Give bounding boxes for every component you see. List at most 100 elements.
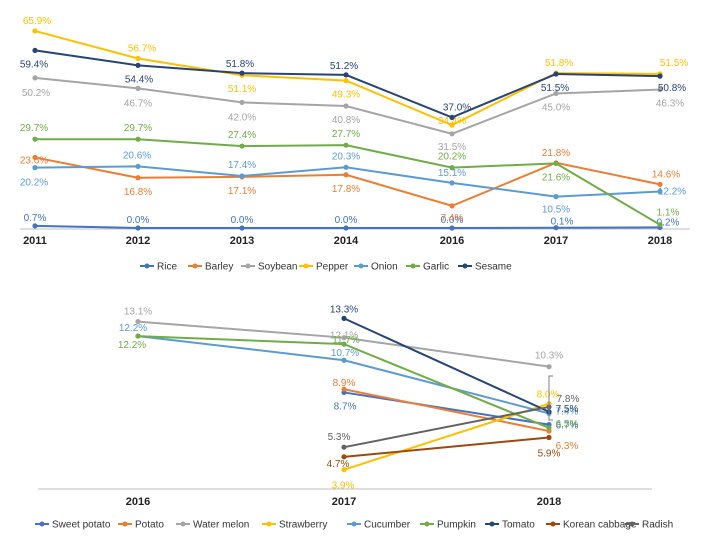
data-point-onion bbox=[239, 173, 245, 179]
data-label-barley: 17.1% bbox=[228, 186, 256, 197]
data-label-pumpkin: 11.7% bbox=[332, 335, 360, 346]
data-point-potato bbox=[341, 386, 347, 392]
data-label-pepper: 56.7% bbox=[128, 43, 156, 54]
series-line-korean-cabbage bbox=[343, 436, 550, 458]
data-point-radish bbox=[341, 444, 347, 450]
data-point-onion bbox=[553, 194, 559, 200]
data-point-sesame bbox=[239, 70, 245, 76]
data-label-barley: 21.8% bbox=[542, 148, 570, 159]
data-label-pepper: 65.9% bbox=[23, 16, 51, 27]
data-point-water-melon bbox=[341, 335, 347, 341]
x-tick-label: 2011 bbox=[23, 235, 47, 247]
data-point-sesame bbox=[553, 71, 559, 77]
data-label-garlic: 27.7% bbox=[332, 129, 360, 140]
data-label-onion: 20.2% bbox=[20, 178, 48, 189]
data-label-onion: 10.5% bbox=[542, 205, 570, 216]
data-label-soybean: 46.3% bbox=[656, 99, 684, 110]
legend-label-cucumber: Cucumber bbox=[364, 520, 411, 531]
data-point-pepper bbox=[32, 28, 38, 34]
data-label-radish: 5.3% bbox=[328, 432, 351, 443]
data-point-strawberry bbox=[341, 467, 347, 473]
data-label-onion: 12.2% bbox=[658, 187, 686, 198]
legend-label-garlic: Garlic bbox=[423, 262, 449, 273]
x-tick-label: 2017 bbox=[332, 496, 356, 508]
data-label-barley: 23.6% bbox=[20, 155, 48, 166]
data-point-garlic bbox=[239, 143, 245, 149]
legend-label-pepper: Pepper bbox=[316, 262, 349, 273]
legend-marker-pepper bbox=[303, 263, 309, 269]
data-label-pepper: 51.8% bbox=[545, 58, 573, 69]
data-label-pepper: 49.3% bbox=[332, 90, 360, 101]
data-point-soybean bbox=[657, 86, 663, 93]
data-point-rice bbox=[32, 223, 38, 229]
data-label-garlic: 27.4% bbox=[228, 130, 256, 141]
data-label-sesame: 51.2% bbox=[330, 61, 358, 72]
data-label-sweet-potato: 6.7% bbox=[556, 421, 579, 432]
data-label-onion: 20.3% bbox=[332, 151, 360, 162]
data-point-pepper bbox=[343, 77, 349, 84]
x-tick-label: 2016 bbox=[126, 496, 150, 508]
legend-marker-korean-cabbage bbox=[550, 521, 556, 527]
data-point-onion bbox=[32, 165, 38, 171]
data-point-korean-cabbage bbox=[546, 434, 552, 441]
x-tick-label: 2017 bbox=[544, 235, 568, 247]
data-point-soybean bbox=[135, 85, 141, 91]
x-tick-label: 2014 bbox=[334, 235, 359, 247]
data-point-sesame bbox=[343, 72, 349, 78]
series-line-sweet-potato bbox=[343, 391, 550, 426]
legend-label-pumpkin: Pumpkin bbox=[437, 520, 476, 531]
data-label-barley: 7.4% bbox=[441, 213, 464, 224]
data-label-soybean: 50.2% bbox=[22, 88, 50, 99]
data-point-pepper bbox=[135, 55, 141, 62]
chart-top: 2011 2012 2013 2014 2016 2017 2018 0.7% 0.0% 0.0%… bbox=[20, 16, 690, 273]
legend-marker-cucumber bbox=[351, 521, 357, 527]
legend-marker-onion bbox=[358, 263, 364, 269]
data-label-barley: 17.8% bbox=[332, 184, 360, 195]
data-point-soybean bbox=[343, 103, 349, 109]
legend-label-soybean: Soybean bbox=[258, 262, 297, 273]
data-point-barley bbox=[135, 175, 141, 181]
legend-label-barley: Barley bbox=[205, 262, 233, 273]
data-label-water-melon: 10.3% bbox=[535, 351, 563, 362]
data-point-garlic bbox=[449, 165, 455, 171]
x-tick-label: 2013 bbox=[230, 235, 254, 247]
legend-label-rice: Rice bbox=[157, 262, 177, 273]
data-point-soybean bbox=[553, 90, 559, 97]
data-label-rice: 0.2% bbox=[657, 217, 680, 228]
legend-label-sesame: Sesame bbox=[475, 262, 512, 273]
data-label-korean-cabbage: 5.9% bbox=[538, 449, 561, 460]
data-label-rice: 0.7% bbox=[24, 213, 47, 224]
data-point-barley bbox=[657, 181, 663, 187]
legend-marker-water-melon bbox=[180, 521, 186, 527]
x-tick-label: 2018 bbox=[537, 496, 561, 508]
data-point-cucumber bbox=[341, 357, 347, 363]
data-label-garlic: 21.6% bbox=[542, 172, 570, 183]
data-point-sesame bbox=[135, 62, 141, 68]
data-point-water-melon bbox=[135, 318, 141, 325]
data-label-korean-cabbage: 4.7% bbox=[327, 459, 350, 470]
data-label-sesame: 54.4% bbox=[125, 74, 153, 85]
data-label-cucumber: 12.2% bbox=[119, 323, 147, 334]
data-label-water-melon: 12.1% bbox=[330, 331, 358, 342]
x-tick-label: 2016 bbox=[440, 235, 464, 247]
data-point-garlic bbox=[135, 136, 141, 142]
series-line-potato bbox=[343, 388, 550, 433]
legend-label-potato: Potato bbox=[135, 520, 164, 531]
legend-marker-sweet-potato bbox=[39, 521, 45, 527]
x-tick-label: 2012 bbox=[126, 235, 150, 247]
data-label-sesame: 37.0% bbox=[443, 102, 471, 113]
data-point-sesame bbox=[657, 73, 663, 79]
data-label-pepper: 51.5% bbox=[660, 58, 688, 69]
data-label-potato: 8.9% bbox=[333, 378, 356, 389]
data-point-soybean bbox=[239, 99, 245, 106]
data-label-tomato: 13.3% bbox=[330, 304, 358, 315]
data-label-soybean: 42.0% bbox=[228, 112, 256, 123]
data-point-rice bbox=[553, 225, 559, 231]
data-point-onion bbox=[135, 163, 141, 170]
data-point-rice bbox=[135, 225, 141, 231]
data-label-pepper: 51.1% bbox=[228, 84, 256, 95]
data-label-rice: 0.0% bbox=[441, 215, 464, 226]
legend-marker-rice bbox=[144, 263, 150, 269]
data-label-pumpkin: 12.2% bbox=[118, 340, 146, 351]
